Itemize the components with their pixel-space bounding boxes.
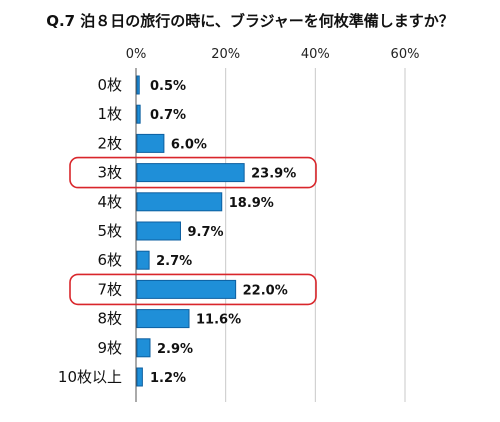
bar (136, 75, 140, 95)
category-label: 8枚 (97, 310, 122, 328)
category-label: 6枚 (97, 251, 122, 269)
category-label: 5枚 (97, 222, 122, 240)
category-label: 4枚 (97, 193, 122, 211)
highlight-box (69, 156, 317, 189)
bar (136, 367, 143, 387)
bar (136, 279, 237, 299)
category-label: 0枚 (97, 76, 122, 94)
value-label: 23.9% (251, 167, 296, 182)
value-label: 6.0% (171, 137, 207, 152)
value-label: 0.5% (150, 79, 186, 94)
x-tick-label: 0% (126, 47, 147, 62)
value-label: 11.6% (196, 313, 241, 328)
value-label: 2.9% (157, 342, 193, 357)
bar (136, 192, 223, 212)
value-label: 2.7% (156, 254, 192, 269)
x-tick-label: 60% (391, 47, 420, 62)
x-tick-label: 20% (211, 47, 240, 62)
bar (136, 133, 165, 153)
value-label: 22.0% (243, 283, 288, 298)
bar (136, 338, 151, 358)
bar (136, 221, 181, 241)
value-label: 0.7% (150, 108, 186, 123)
category-label: 7枚 (97, 280, 122, 298)
value-label: 18.9% (229, 196, 274, 211)
highlight-box (69, 273, 317, 306)
category-label: 3枚 (97, 164, 122, 182)
chart-title: Q.7 泊８日の旅行の時に、ブラジャーを何枚準備しますか？ (46, 12, 454, 30)
bar (136, 309, 190, 329)
bar (136, 163, 245, 183)
x-tick-label: 40% (301, 47, 330, 62)
category-label: 10枚以上 (58, 368, 122, 386)
value-label: 1.2% (150, 371, 186, 386)
bar (136, 104, 141, 124)
category-label: 2枚 (97, 134, 122, 152)
bar (136, 250, 150, 270)
value-label: 9.7% (187, 225, 223, 240)
category-label: 9枚 (97, 339, 122, 357)
category-label: 1枚 (97, 105, 122, 123)
